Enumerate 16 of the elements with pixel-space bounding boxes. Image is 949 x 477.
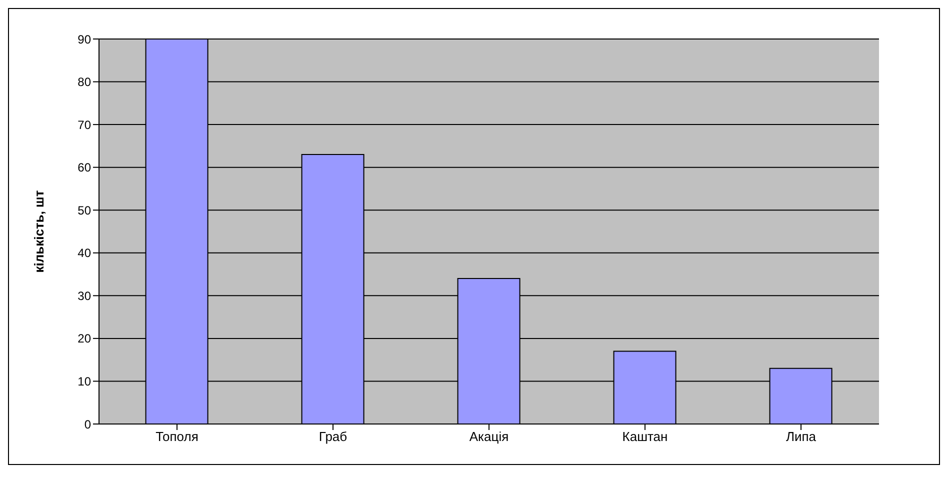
x-tick-label: Акація — [469, 429, 509, 444]
y-tick-label: 50 — [78, 203, 92, 218]
y-tick-label: 70 — [78, 118, 92, 132]
x-tick-label: Тополя — [156, 429, 198, 444]
y-tick-label: 60 — [78, 160, 92, 175]
y-tick-label: 30 — [78, 288, 92, 303]
y-axis-title: кількість, шт — [32, 190, 47, 273]
x-tick-label: Каштан — [622, 429, 668, 444]
y-tick-label: 40 — [78, 246, 92, 260]
y-tick-label: 0 — [84, 417, 92, 432]
y-tick-label: 80 — [78, 75, 92, 90]
x-tick-label: Липа — [786, 429, 817, 444]
y-tick-label: 10 — [78, 374, 92, 388]
x-tick-label: Граб — [318, 429, 348, 444]
y-tick-label: 20 — [78, 332, 92, 346]
y-tick-label: 90 — [78, 32, 92, 46]
